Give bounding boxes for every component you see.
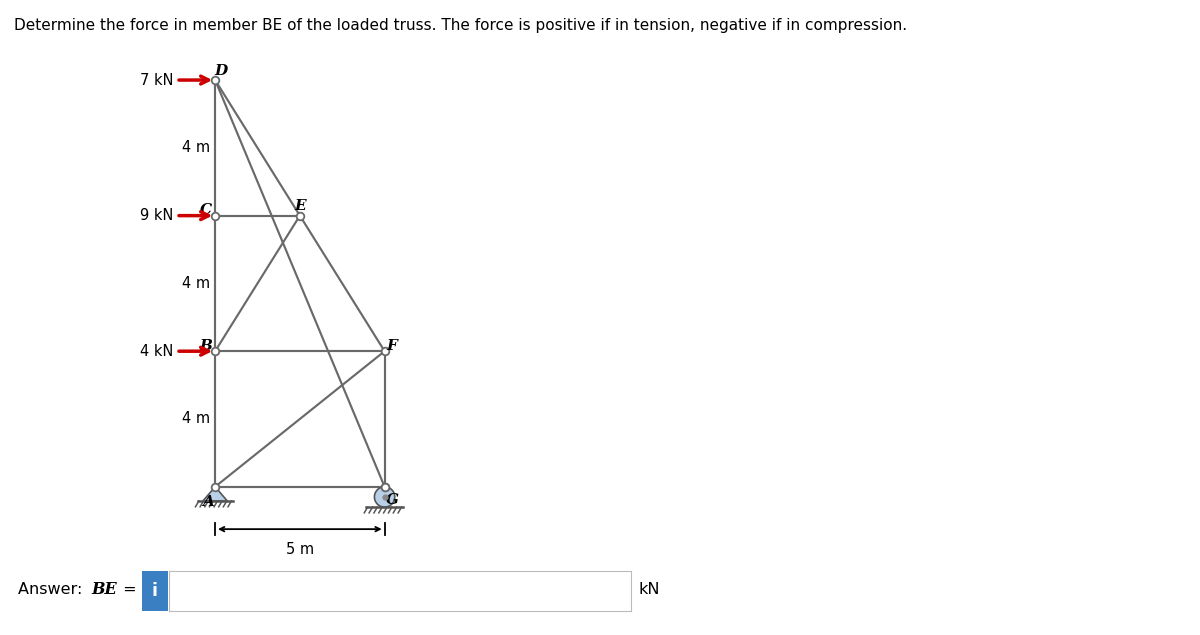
Text: 4 m: 4 m xyxy=(182,140,210,156)
Circle shape xyxy=(374,487,395,507)
Text: Answer:: Answer: xyxy=(18,582,88,597)
Text: B: B xyxy=(199,339,212,353)
Text: 4 kN: 4 kN xyxy=(140,344,174,359)
Text: 4 m: 4 m xyxy=(182,411,210,427)
Text: i: i xyxy=(151,582,158,600)
Text: 7 kN: 7 kN xyxy=(140,72,174,88)
Text: C: C xyxy=(199,203,211,217)
Text: =: = xyxy=(118,582,137,597)
Text: D: D xyxy=(215,64,228,77)
Text: G: G xyxy=(385,493,398,507)
Text: F: F xyxy=(386,339,397,353)
Text: kN: kN xyxy=(638,582,660,597)
Text: Determine the force in member BE of the loaded truss. The force is positive if i: Determine the force in member BE of the … xyxy=(14,18,907,33)
Text: A: A xyxy=(202,495,214,509)
Text: BE: BE xyxy=(91,581,116,598)
Text: 9 kN: 9 kN xyxy=(140,208,174,223)
Text: 5 m: 5 m xyxy=(286,542,314,557)
Text: 4 m: 4 m xyxy=(182,276,210,291)
Polygon shape xyxy=(203,487,227,501)
Text: E: E xyxy=(294,199,306,213)
